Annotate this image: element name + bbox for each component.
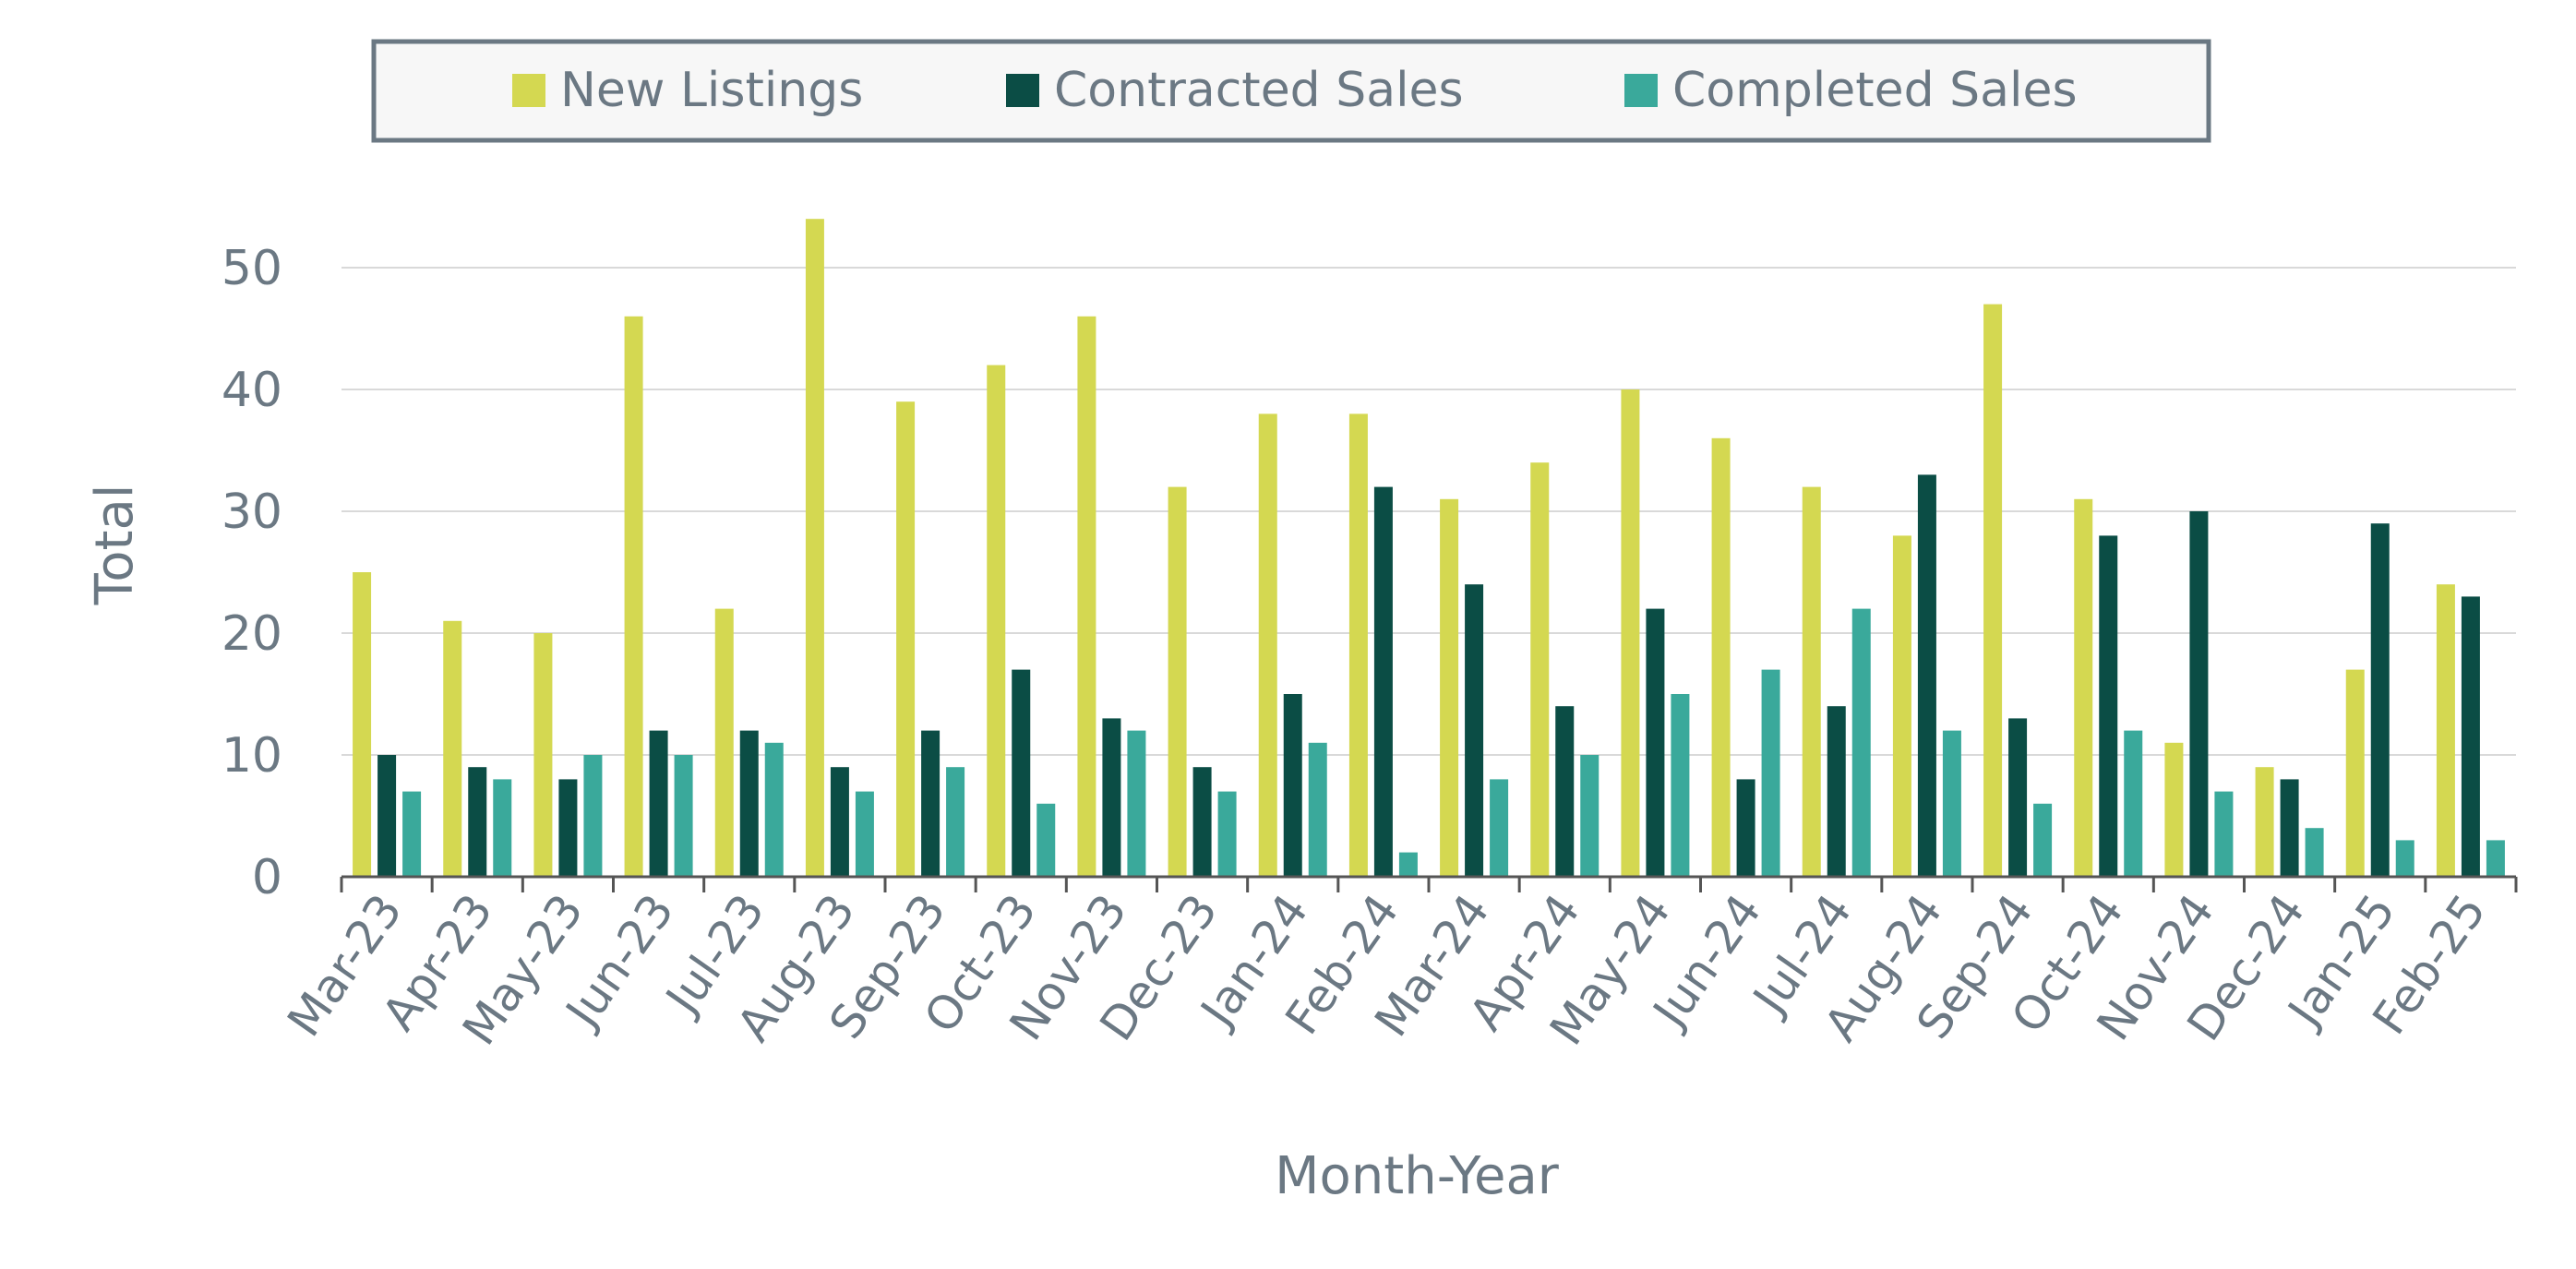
bar-completed-sales — [946, 767, 965, 877]
bar-new-listings — [805, 219, 824, 877]
bar-completed-sales — [2305, 828, 2324, 877]
bar-completed-sales — [1761, 669, 1780, 877]
legend-label-new-listings: New Listings — [560, 63, 863, 118]
bar-completed-sales — [402, 791, 422, 877]
bar-new-listings — [2436, 584, 2455, 877]
legend-swatch-new-listings — [512, 74, 545, 107]
bar-contracted-sales — [1555, 706, 1575, 877]
bar-new-listings — [1621, 389, 1640, 877]
bar-completed-sales — [1398, 852, 1418, 877]
bar-new-listings — [1802, 486, 1821, 877]
gridlines — [341, 267, 2516, 756]
x-axis-title: Month-Year — [1275, 1146, 1560, 1206]
bar-completed-sales — [1308, 742, 1327, 877]
bar-completed-sales — [2486, 840, 2505, 877]
bar-new-listings — [1983, 304, 2003, 878]
bar-completed-sales — [1490, 779, 1509, 877]
bar-new-listings — [2164, 742, 2184, 877]
y-tick-label: 50 — [222, 241, 282, 296]
bar-completed-sales — [764, 742, 784, 877]
legend-label-contracted-sales: Contracted Sales — [1054, 63, 1464, 118]
bar-new-listings — [1168, 486, 1187, 877]
y-tick-label: 40 — [222, 363, 282, 418]
bar-completed-sales — [1942, 730, 1961, 877]
bar-contracted-sales — [1283, 694, 1302, 877]
bar-new-listings — [987, 365, 1006, 878]
y-tick-label: 10 — [222, 728, 282, 784]
bar-contracted-sales — [739, 730, 759, 877]
y-tick-label: 20 — [222, 606, 282, 662]
bar-completed-sales — [1671, 694, 1690, 877]
bar-contracted-sales — [2008, 718, 2028, 877]
bar-contracted-sales — [2189, 511, 2209, 877]
bar-contracted-sales — [2461, 596, 2480, 877]
bar-new-listings — [1440, 498, 1459, 877]
bar-contracted-sales — [1827, 706, 1846, 877]
bar-contracted-sales — [2099, 535, 2118, 877]
bar-completed-sales — [2214, 791, 2234, 877]
bar-completed-sales — [493, 779, 512, 877]
bar-contracted-sales — [1192, 767, 1212, 877]
bar-new-listings — [1711, 437, 1731, 877]
y-axis-title: Total — [85, 485, 145, 606]
bar-completed-sales — [674, 755, 693, 877]
legend-box — [371, 39, 2211, 143]
bar-completed-sales — [2124, 730, 2143, 877]
bar-contracted-sales — [558, 779, 578, 877]
bar-new-listings — [443, 620, 462, 877]
y-tick-label: 30 — [222, 485, 282, 540]
bar-contracted-sales — [468, 767, 487, 877]
bar-new-listings — [1348, 413, 1368, 877]
bar-contracted-sales — [921, 730, 941, 877]
bar-contracted-sales — [1646, 608, 1665, 877]
bar-completed-sales — [583, 755, 603, 877]
bar-new-listings — [896, 401, 916, 877]
bar-new-listings — [1892, 535, 1911, 877]
bar-completed-sales — [2395, 840, 2414, 877]
bar-new-listings — [2345, 669, 2365, 877]
legend-label-completed-sales: Completed Sales — [1672, 63, 2078, 118]
legend-swatch-completed-sales — [1624, 74, 1658, 107]
bar-new-listings — [624, 316, 643, 877]
bar-contracted-sales — [649, 730, 668, 877]
bar-completed-sales — [1036, 803, 1056, 877]
bar-new-listings — [714, 608, 734, 877]
axes: 01020304050Mar-23Apr-23May-23Jun-23Jul-2… — [222, 241, 2518, 1055]
bar-completed-sales — [855, 791, 874, 877]
legend: New Listings Contracted Sales Completed Sa… — [371, 39, 2211, 143]
bar-contracted-sales — [1917, 474, 1936, 877]
bar-new-listings — [1258, 413, 1277, 877]
bar-new-listings — [353, 572, 372, 877]
bar-contracted-sales — [377, 755, 397, 877]
bar-new-listings — [2074, 498, 2093, 877]
bar-contracted-sales — [1465, 584, 1484, 877]
bar-contracted-sales — [2280, 779, 2299, 877]
bar-new-listings — [533, 633, 553, 877]
bar-contracted-sales — [1102, 718, 1121, 877]
bar-completed-sales — [1851, 608, 1871, 877]
bar-contracted-sales — [1373, 486, 1393, 877]
bar-contracted-sales — [1012, 669, 1031, 877]
bar-new-listings — [1077, 316, 1096, 877]
bars — [353, 219, 2505, 878]
bar-contracted-sales — [1736, 779, 1755, 877]
bar-contracted-sales — [2370, 523, 2390, 877]
bar-completed-sales — [1127, 730, 1146, 877]
bar-new-listings — [1530, 462, 1550, 877]
bar-completed-sales — [1217, 791, 1237, 877]
bar-new-listings — [2255, 767, 2274, 877]
bar-contracted-sales — [830, 767, 849, 877]
legend-swatch-contracted-sales — [1006, 74, 1039, 107]
bar-completed-sales — [1580, 755, 1600, 877]
y-tick-label: 0 — [252, 850, 282, 905]
bar-completed-sales — [2033, 803, 2053, 877]
